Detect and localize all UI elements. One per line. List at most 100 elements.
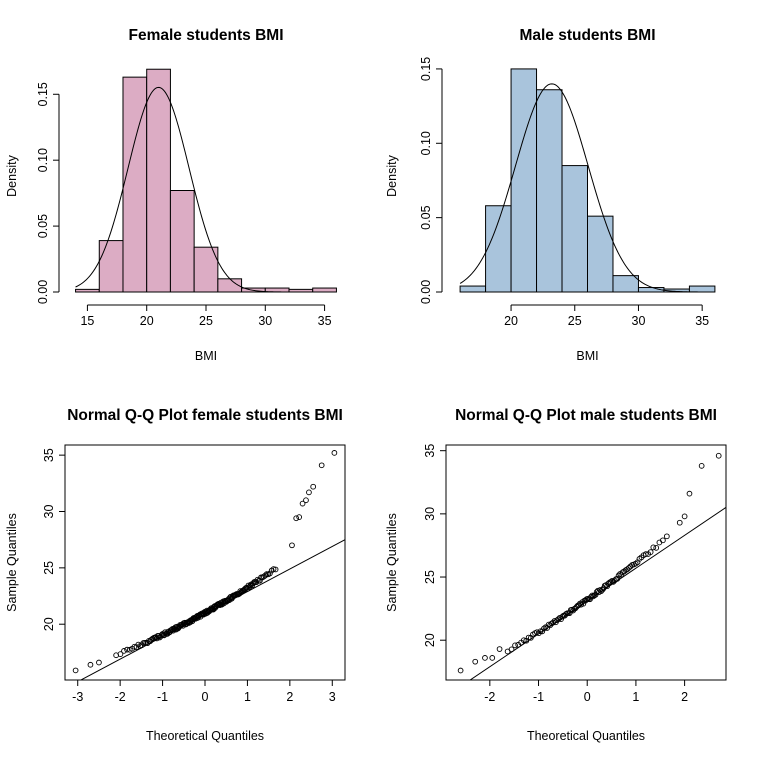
- qq-point: [512, 642, 518, 649]
- qq-point: [686, 490, 693, 497]
- qq-point: [457, 667, 464, 674]
- qq-point: [489, 655, 496, 661]
- histogram-bars: [75, 68, 337, 293]
- x-tick-label: 2: [286, 690, 293, 704]
- qq-point: [647, 549, 654, 555]
- qq-point: [270, 566, 277, 572]
- qq-point: [482, 655, 488, 661]
- x-tick-label: 30: [258, 314, 272, 328]
- y-tick-label: 25: [423, 570, 437, 584]
- qq-reference-line: [79, 539, 345, 680]
- qq-point: [331, 450, 338, 456]
- histogram-bar: [612, 275, 639, 293]
- histogram-bar: [312, 287, 337, 293]
- histogram-bar: [98, 240, 124, 293]
- x-tick-label: 2: [681, 690, 688, 704]
- y-tick-label: 30: [42, 505, 56, 519]
- x-tick-label: -3: [72, 690, 83, 704]
- qq-point: [267, 570, 273, 577]
- histogram-bars: [459, 68, 716, 293]
- histogram-bar: [169, 190, 195, 293]
- histogram-bar: [561, 165, 588, 293]
- y-axis-label: Density: [385, 154, 399, 196]
- panel-4: Normal Q-Q Plot male students BMI Theoret…: [385, 407, 727, 743]
- qq-points: [457, 452, 722, 674]
- qq-point: [626, 565, 632, 571]
- x-tick-label: -1: [533, 690, 544, 704]
- panel-3: Normal Q-Q Plot female students BMI Theor…: [5, 407, 346, 743]
- qq-point: [520, 637, 527, 644]
- y-tick-label: 0.05: [419, 205, 433, 229]
- y-tick-label: 20: [42, 617, 56, 631]
- chart-title: Male students BMI: [519, 27, 655, 44]
- y-tick-label: 30: [423, 507, 437, 521]
- qq-point: [299, 500, 306, 507]
- qq-point: [698, 463, 705, 469]
- qq-point: [293, 515, 300, 522]
- panel-1: Female students BMI BMI Density 15 20 25 30 35 0…: [5, 27, 337, 363]
- qq-point: [539, 628, 546, 635]
- qq-point: [663, 533, 670, 540]
- x-axis-label: Theoretical Quantiles: [146, 729, 264, 743]
- y-tick-label: 0.15: [419, 57, 433, 81]
- qq-point: [681, 513, 688, 520]
- histogram-bar: [536, 89, 563, 293]
- y-axis-label: Sample Quantiles: [385, 513, 399, 612]
- qq-point: [124, 646, 130, 653]
- y-tick-label: 0.10: [36, 148, 50, 172]
- y-tick-label: 35: [42, 448, 56, 462]
- qq-point: [472, 658, 479, 665]
- qq-point: [650, 544, 657, 551]
- qq-point: [660, 537, 666, 544]
- qq-point: [306, 489, 312, 496]
- histogram-bar: [587, 215, 614, 293]
- qq-point: [642, 551, 649, 557]
- qq-point: [296, 514, 303, 520]
- qq-point: [272, 566, 279, 573]
- qq-point: [318, 462, 325, 469]
- histogram-bar: [122, 76, 148, 293]
- y-tick-label: 0.00: [419, 280, 433, 304]
- x-tick-label: 30: [632, 314, 646, 328]
- qq-point: [715, 452, 722, 459]
- x-tick-label: 0: [202, 690, 209, 704]
- qq-point: [599, 586, 606, 593]
- histogram-bar: [510, 68, 538, 293]
- y-axis-label: Sample Quantiles: [5, 513, 19, 612]
- histogram-bar: [688, 285, 716, 293]
- x-axis-label: Theoretical Quantiles: [527, 729, 645, 743]
- qq-point: [607, 579, 614, 585]
- qq-point: [310, 483, 317, 490]
- x-tick-label: 20: [140, 314, 154, 328]
- qq-points: [72, 450, 338, 674]
- y-tick-label: 0.15: [36, 82, 50, 106]
- qq-point: [96, 659, 102, 666]
- x-tick-label: 25: [199, 314, 213, 328]
- x-tick-label: 3: [329, 690, 336, 704]
- x-tick-label: 0: [584, 690, 591, 704]
- x-axis-label: BMI: [195, 349, 217, 363]
- x-tick-label: 25: [568, 314, 582, 328]
- histogram-bar: [146, 68, 171, 293]
- qq-point: [496, 646, 503, 652]
- x-axis-label: BMI: [576, 349, 598, 363]
- y-tick-label: 35: [423, 444, 437, 458]
- x-tick-label: 35: [695, 314, 709, 328]
- x-tick-label: 20: [504, 314, 518, 328]
- x-tick-label: 35: [318, 314, 332, 328]
- chart-title: Female students BMI: [128, 27, 283, 44]
- x-tick-label: 1: [632, 690, 639, 704]
- qq-point: [615, 572, 622, 579]
- qq-point: [72, 667, 79, 674]
- x-tick-label: 15: [80, 314, 94, 328]
- qq-point: [592, 592, 599, 598]
- histogram-bar: [193, 246, 219, 293]
- qq-point: [87, 661, 94, 668]
- qq-point: [303, 497, 309, 504]
- y-tick-label: 25: [42, 561, 56, 575]
- histogram-bar: [75, 288, 100, 293]
- y-tick-label: 20: [423, 633, 437, 647]
- qq-point: [653, 544, 660, 551]
- histogram-bar: [485, 205, 512, 293]
